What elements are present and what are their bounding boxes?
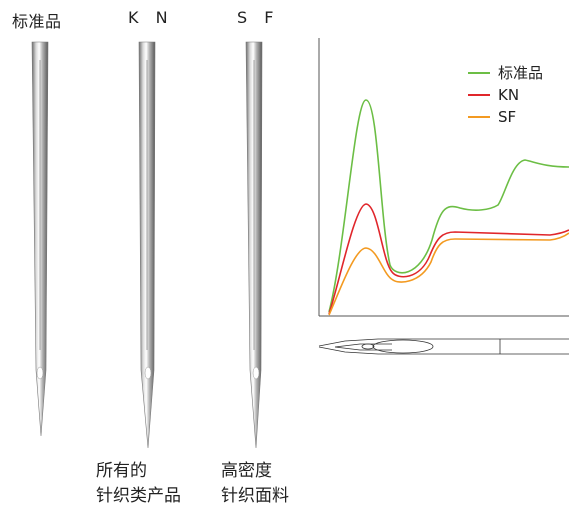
needle-kn [138, 41, 156, 449]
legend-item-kn: KN [468, 84, 543, 106]
needle-label-standard: 标准品 [12, 12, 62, 31]
legend-item-standard: 标准品 [468, 62, 543, 84]
legend-swatch-kn [468, 94, 490, 96]
legend-label-standard: 标准品 [498, 64, 544, 82]
legend-swatch-standard [468, 72, 490, 74]
caption-kn: 所有的 针织类产品 [96, 459, 181, 509]
caption-sf-line2: 针织面料 [221, 486, 289, 506]
caption-kn-line1: 所有的 [96, 461, 147, 481]
caption-sf-line1: 高密度 [221, 461, 272, 481]
legend-label-kn: KN [498, 86, 520, 104]
legend-swatch-sf [468, 116, 490, 118]
caption-kn-line2: 针织类产品 [96, 486, 181, 506]
needle-label-sf: S F [237, 8, 280, 27]
series-line-standard [328, 99, 569, 313]
needle-standard [31, 41, 49, 437]
needle-sf [245, 41, 263, 449]
legend-item-sf: SF [468, 106, 543, 128]
needle-profile [318, 338, 569, 355]
caption-sf: 高密度 针织面料 [221, 459, 289, 509]
needle-label-kn: K N [128, 8, 174, 27]
series-line-sf [328, 232, 569, 316]
series-line-kn [328, 203, 569, 315]
legend-label-sf: SF [498, 108, 517, 126]
chart-legend: 标准品 KN SF [468, 62, 543, 128]
